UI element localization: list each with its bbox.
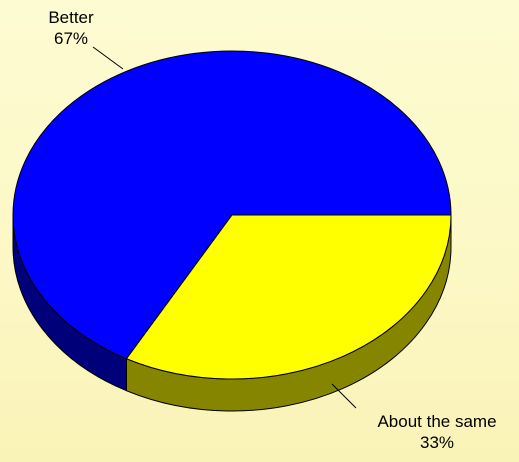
leader-lines	[92, 46, 357, 409]
pie-slices	[12, 50, 452, 380]
pie-slice-about-the-same	[125, 214, 452, 380]
slice-name-better: Better	[48, 8, 94, 27]
leader-line-about-the-same	[331, 383, 357, 409]
slice-label-about-the-same: About the same 33%	[355, 411, 519, 453]
slice-value-better: 67%	[53, 29, 89, 48]
slice-name-about-the-same: About the same	[377, 412, 497, 431]
slice-label-better: Better 67%	[38, 7, 104, 49]
leader-line-better	[92, 46, 124, 70]
pie-slice-better	[12, 50, 452, 360]
slice-value-about-the-same: 33%	[419, 433, 455, 452]
